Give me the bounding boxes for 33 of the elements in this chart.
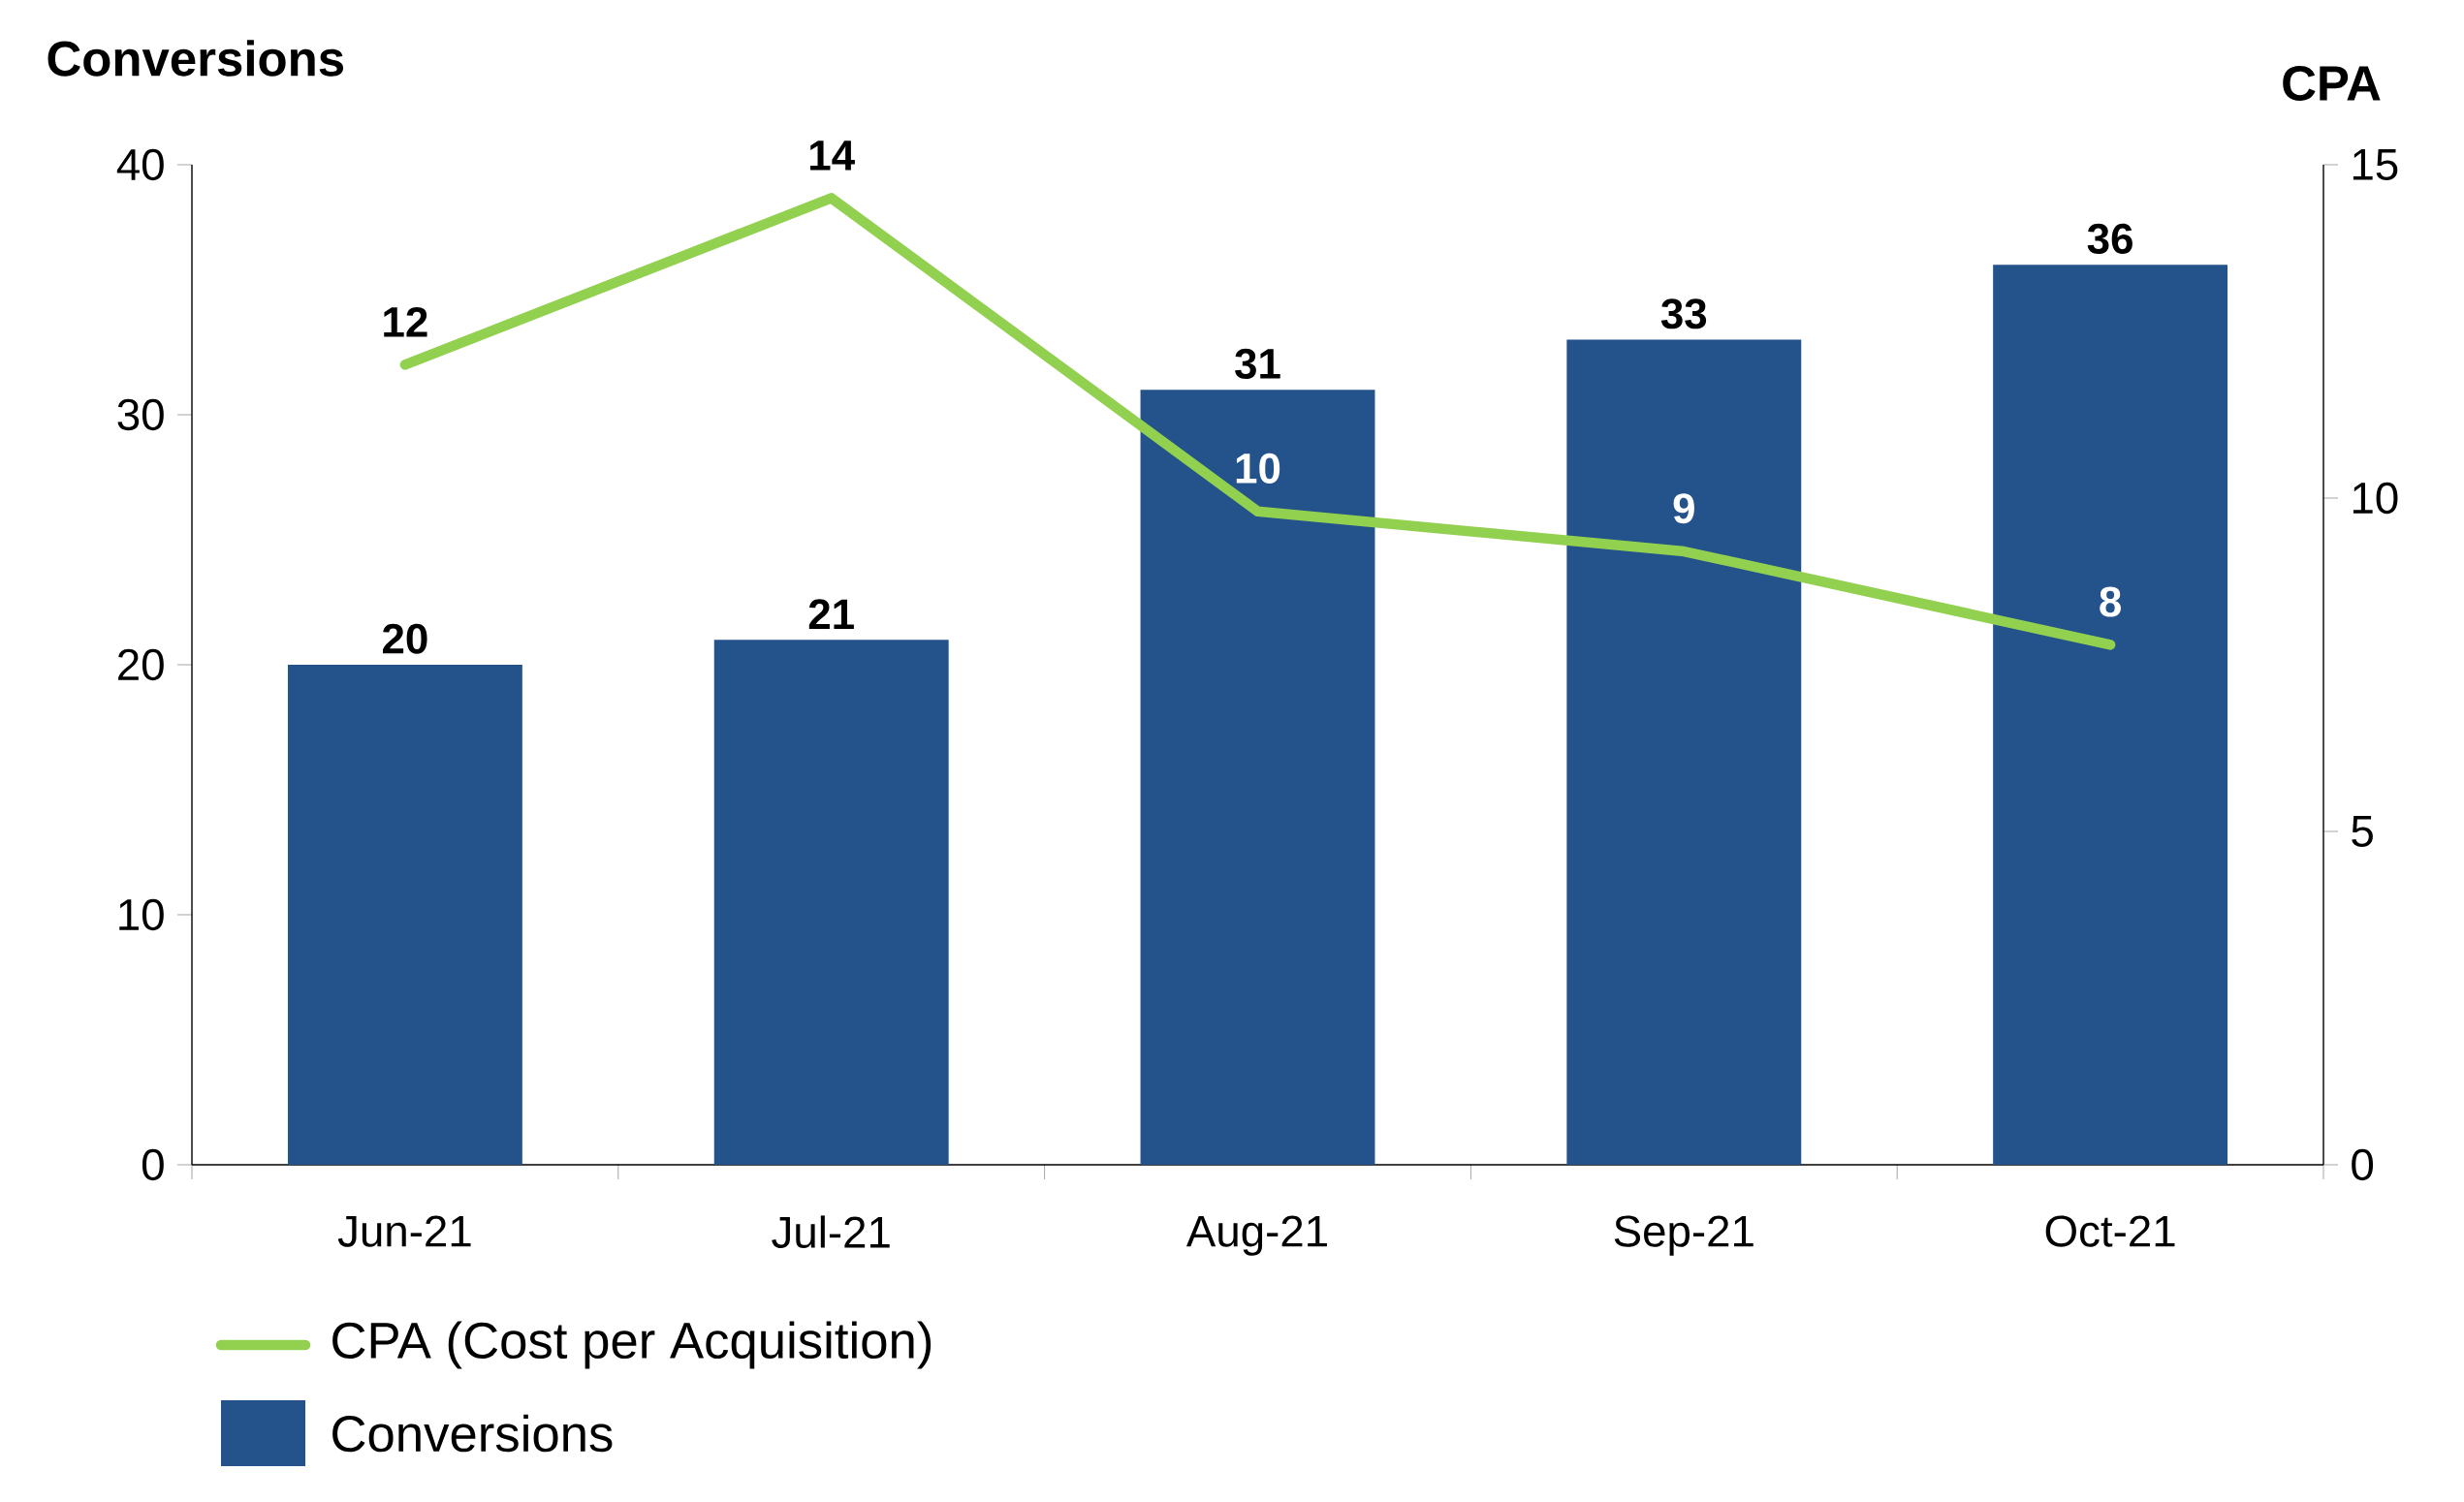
- legend-label: Conversions: [332, 1414, 613, 1453]
- data-label: 8: [2100, 586, 2121, 617]
- data-label: 31: [1235, 348, 1280, 379]
- data-label: 33: [1660, 298, 1707, 329]
- data-label: 12: [384, 306, 427, 337]
- data-label: 10: [1236, 453, 1280, 484]
- y2-tick-label: 15: [2353, 149, 2398, 180]
- bar: [287, 664, 522, 1165]
- legend-label: CPA (Cost per Acquisition): [332, 1321, 932, 1369]
- y-axis-title: Conversions: [47, 40, 344, 77]
- bar: [1566, 339, 1802, 1165]
- y2-tick-label: 10: [2353, 482, 2398, 515]
- bar: [1140, 390, 1375, 1165]
- data-label: 20: [383, 623, 427, 654]
- data-label: 9: [1673, 493, 1694, 524]
- data-label: 14: [810, 141, 855, 171]
- y-tick-label: 20: [118, 648, 164, 681]
- data-label: 21: [808, 599, 854, 629]
- x-tick-label: Jun-21: [337, 1215, 471, 1247]
- x-tick-label: Oct-21: [2045, 1215, 2175, 1247]
- bar: [1993, 265, 2228, 1165]
- y2-tick-label: 0: [2352, 1148, 2374, 1181]
- y-tick-label: 0: [142, 1148, 164, 1181]
- x-tick-label: Aug-21: [1185, 1215, 1327, 1256]
- y2-tick-label: 5: [2352, 816, 2373, 847]
- data-label: 36: [2087, 223, 2132, 254]
- bar: [713, 640, 949, 1165]
- x-tick-label: Sep-21: [1614, 1215, 1753, 1256]
- y2-axis-title: CPA: [2283, 65, 2381, 102]
- y-tick-label: 40: [116, 148, 164, 181]
- x-tick-label: Jul-21: [772, 1215, 890, 1248]
- y-tick-label: 30: [117, 398, 164, 431]
- y-tick-label: 10: [119, 898, 164, 931]
